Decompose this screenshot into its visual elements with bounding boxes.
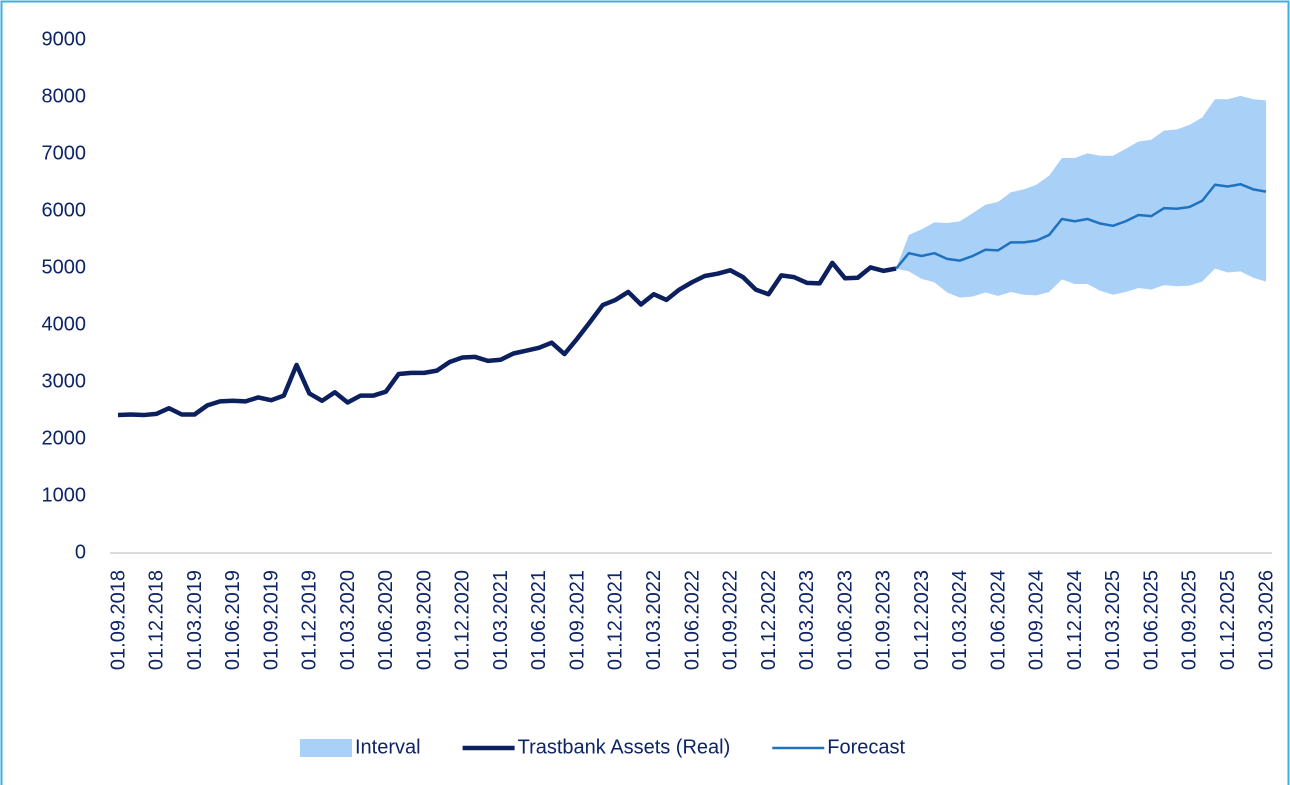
x-tick-label: 01.09.2023	[873, 570, 895, 670]
x-tick-label: 01.09.2024	[1026, 570, 1048, 670]
x-tick-label: 01.12.2025	[1217, 570, 1239, 670]
x-tick-label: 01.06.2024	[987, 570, 1009, 670]
series-line	[895, 182, 1267, 270]
x-tick-label: 01.12.2018	[146, 570, 168, 670]
y-tick-label: 7000	[42, 142, 87, 164]
x-tick-label: 01.09.2019	[260, 570, 282, 670]
x-tick-label: 01.06.2023	[834, 570, 856, 670]
x-tick-label: 01.03.2025	[1102, 570, 1124, 670]
x-tick-label: 01.03.2026	[1255, 570, 1277, 670]
x-tick-label: 01.03.2019	[184, 570, 206, 670]
x-tick-label: 01.03.2024	[949, 570, 971, 670]
x-tick-label: 01.12.2021	[605, 570, 627, 670]
x-tick-label: 01.06.2019	[222, 570, 244, 670]
series-line	[117, 260, 897, 418]
x-tick-label: 01.06.2025	[1140, 570, 1162, 670]
x-tick-label: 01.06.2020	[375, 570, 397, 670]
x-tick-label: 01.12.2019	[299, 570, 321, 670]
x-tick-label: 01.12.2023	[911, 570, 933, 670]
x-tick-label: 01.03.2023	[796, 570, 818, 670]
y-tick-label: 5000	[42, 256, 87, 278]
y-tick-label: 6000	[42, 199, 87, 221]
y-tick-label: 1000	[42, 484, 87, 506]
y-tick-label: 3000	[42, 370, 87, 392]
x-tick-label: 01.09.2020	[413, 570, 435, 670]
y-tick-label: 2000	[42, 427, 87, 449]
x-tick-label: 01.03.2022	[643, 570, 665, 670]
legend-label: Interval	[355, 736, 421, 758]
x-tick-label: 01.06.2021	[528, 570, 550, 670]
x-tick-label: 01.12.2020	[452, 570, 474, 670]
x-tick-label: 01.03.2020	[337, 570, 359, 670]
y-tick-label: 9000	[42, 28, 87, 50]
x-tick-label: 01.09.2022	[720, 570, 742, 670]
interval-band	[896, 95, 1266, 298]
y-tick-label: 4000	[42, 313, 87, 335]
x-tick-label: 01.09.2018	[107, 570, 129, 670]
x-tick-label: 01.06.2022	[681, 570, 703, 670]
y-tick-label: 8000	[42, 85, 87, 107]
legend-label: Trastbank Assets (Real)	[518, 736, 731, 758]
x-tick-label: 01.12.2022	[758, 570, 780, 670]
y-tick-label: 0	[75, 541, 86, 563]
x-tick-label: 01.09.2025	[1179, 570, 1201, 670]
x-tick-label: 01.09.2021	[566, 570, 588, 670]
x-tick-label: 01.03.2021	[490, 570, 512, 670]
legend-label: Forecast	[827, 736, 905, 758]
legend-swatch	[300, 739, 352, 757]
x-tick-label: 01.12.2024	[1064, 570, 1086, 670]
